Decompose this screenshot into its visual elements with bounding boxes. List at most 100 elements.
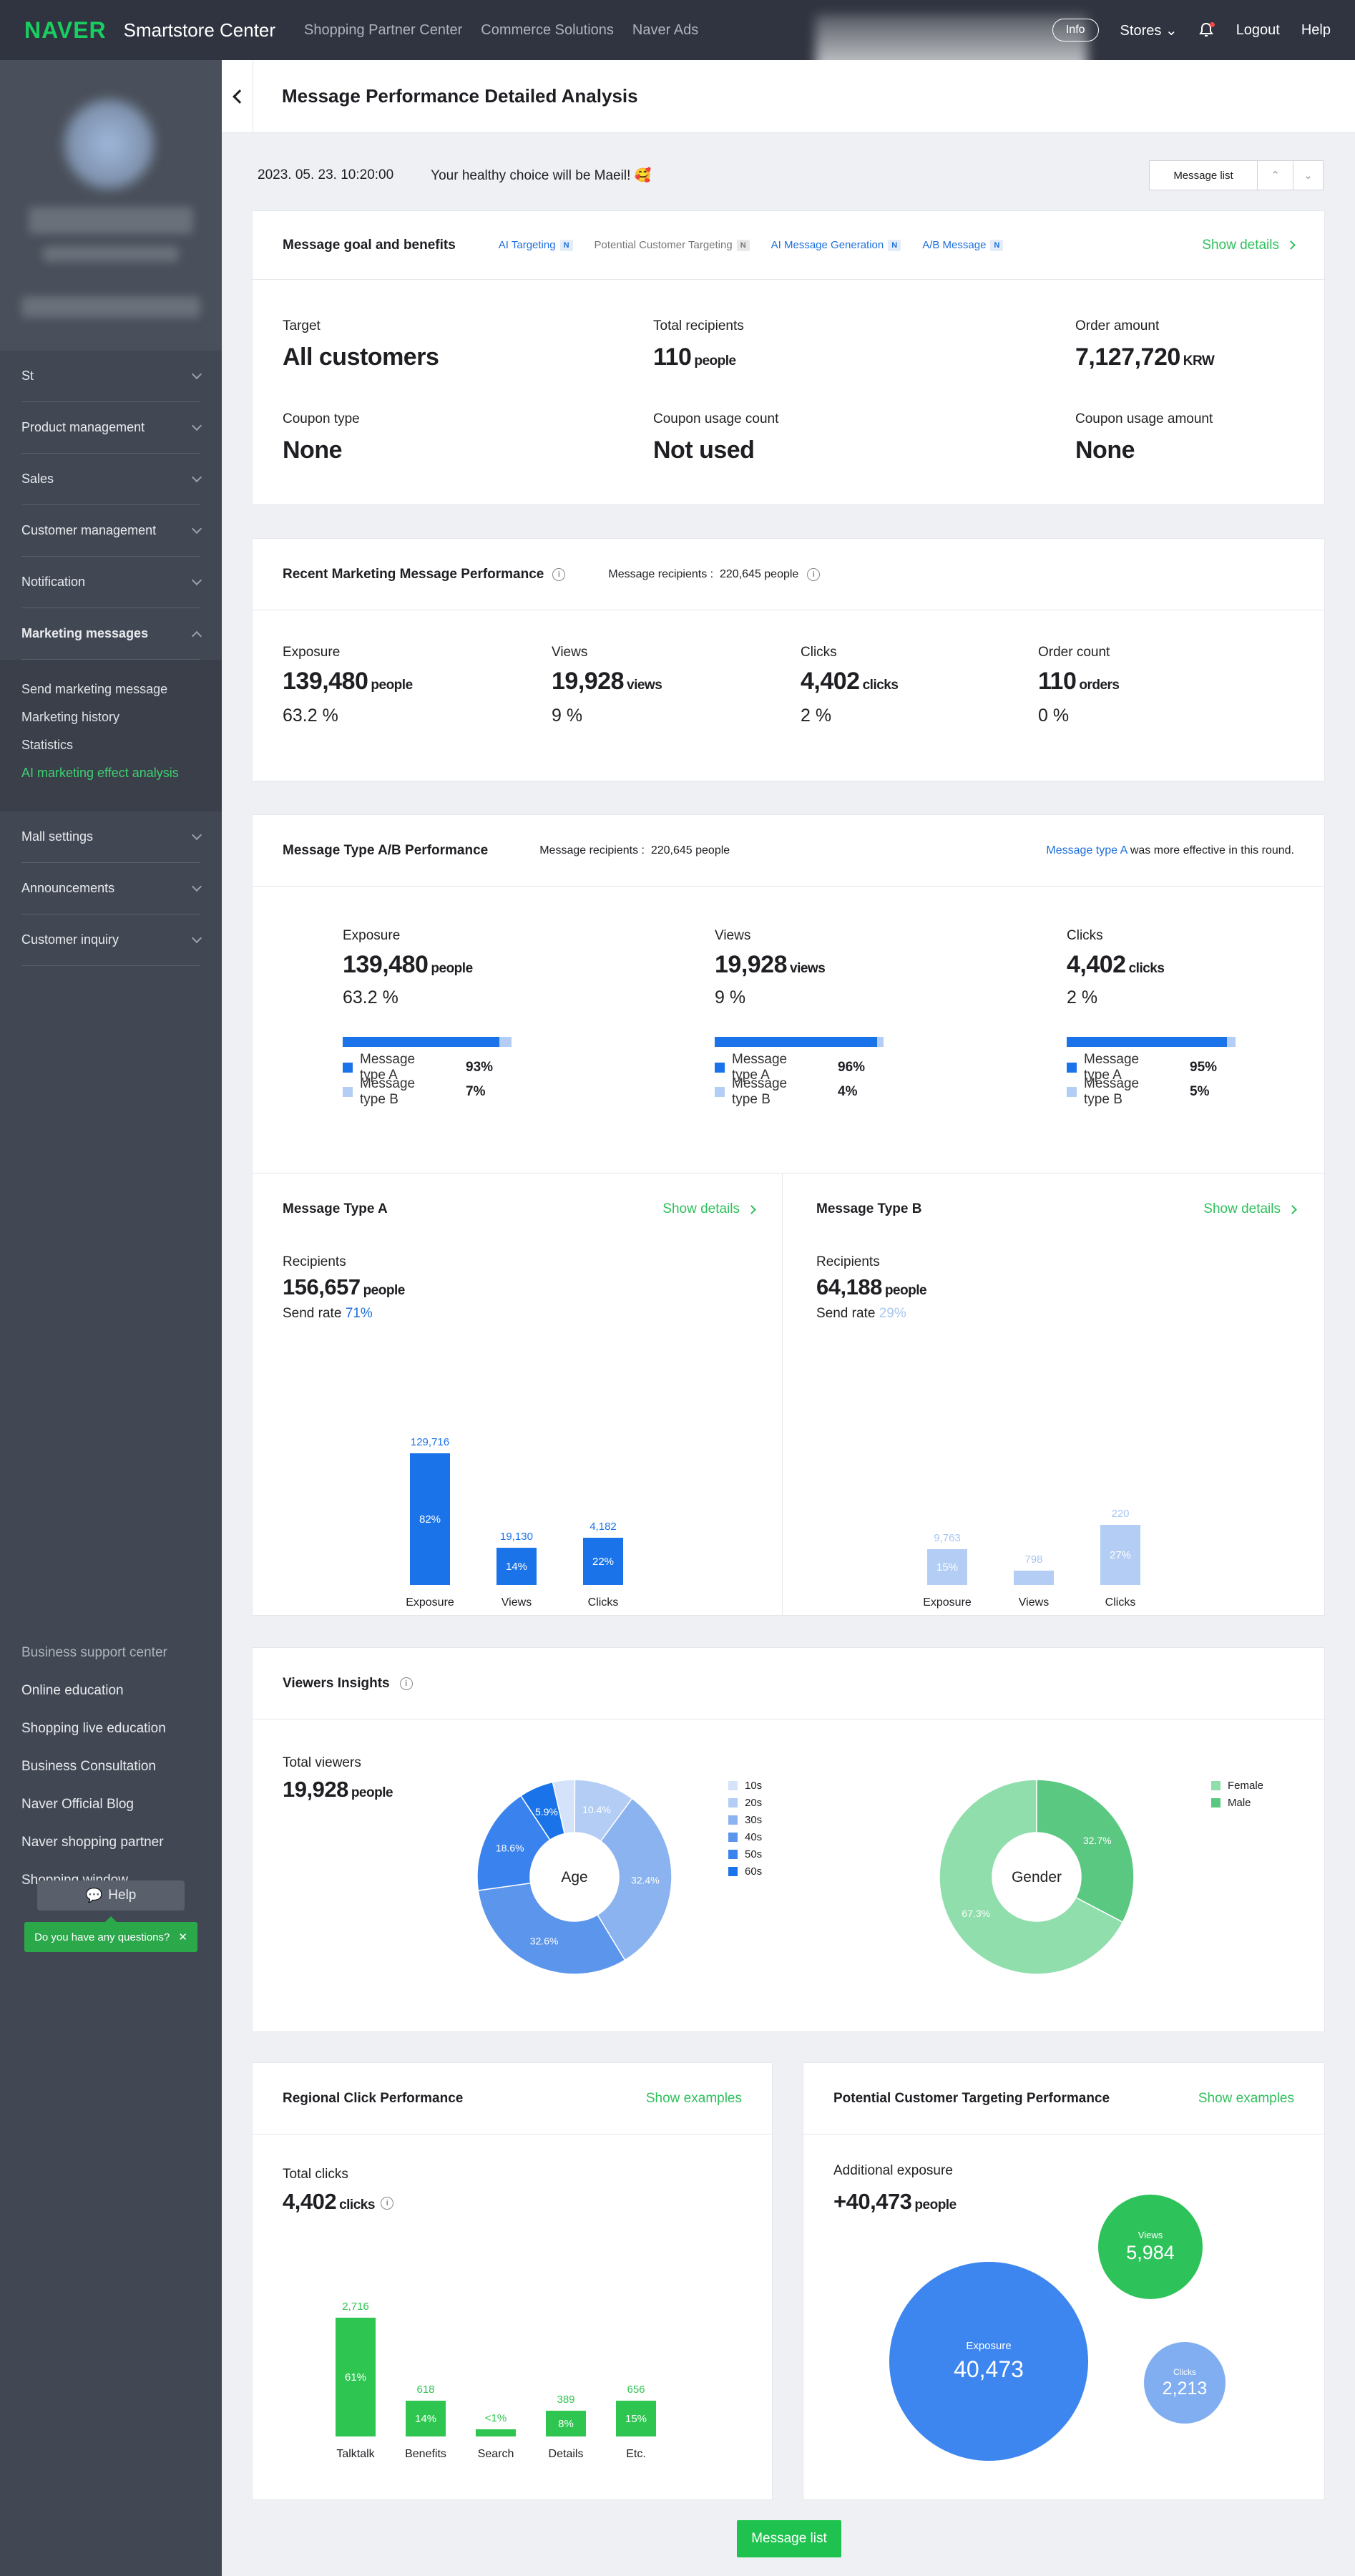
info-button[interactable]: Info (1052, 19, 1099, 42)
page-title: Message Performance Detailed Analysis (282, 85, 638, 107)
submenu-marketing-history[interactable]: Marketing history (21, 710, 120, 724)
slice-label: 10.4% (582, 1804, 611, 1815)
submenu-ai-marketing-effect-analysis[interactable]: AI marketing effect analysis (21, 766, 179, 780)
nav-commerce-solutions[interactable]: Commerce Solutions (481, 21, 614, 38)
nav-shopping-partner[interactable]: Shopping Partner Center (304, 21, 463, 38)
bar-category-label: Etc. (626, 2448, 646, 2460)
info-icon[interactable]: i (807, 567, 821, 581)
sidebar-item-label: Sales (21, 472, 54, 486)
bar-inner-label: 61% (344, 2371, 367, 2384)
message-list-button[interactable]: Message list (1149, 160, 1258, 190)
divider (253, 1173, 1324, 1174)
additional-exposure-value: +40,473 people (833, 2189, 957, 2215)
link-naver-official-blog[interactable]: Naver Official Blog (21, 1797, 134, 1812)
prev-message-button[interactable]: ⌃ (1258, 160, 1293, 190)
recipients-unit: people (363, 1283, 406, 1298)
bar-views (1014, 1571, 1054, 1585)
show-details-link[interactable]: Show details (1202, 238, 1296, 253)
brand-title[interactable]: Smartstore Center (123, 19, 276, 41)
sidebar-item-product-management[interactable]: Product management (21, 402, 202, 454)
type-a-bar-chart: 82% 129,716 Exposure 14% 19,130 Views 22% 4,182… (283, 1436, 755, 1609)
recipients-label: Recipients (283, 1254, 346, 1269)
ab-ratio-bar (1067, 1037, 1236, 1047)
info-icon[interactable]: i (552, 567, 566, 581)
nav-naver-ads[interactable]: Naver Ads (632, 21, 699, 38)
naver-logo[interactable]: NAVER (24, 16, 107, 43)
recent-metric-clicks: Clicks 4,402 clicks 2 % (801, 645, 899, 726)
send-rate-label: Send rate (816, 1306, 876, 1321)
legend-label: Message type A (1084, 1052, 1140, 1083)
sidebar-item-marketing-messages[interactable]: Marketing messages (21, 608, 202, 660)
link-shopping-live-education[interactable]: Shopping live education (21, 1721, 166, 1736)
submenu-send-marketing-message[interactable]: Send marketing message (21, 682, 168, 696)
slice-50s (476, 1795, 551, 1891)
legend-swatch (728, 1866, 738, 1876)
legend-swatch (728, 1815, 738, 1825)
logout-link[interactable]: Logout (1236, 21, 1280, 38)
bar-value-label: 4,182 (590, 1521, 617, 1533)
type-b-title: Message Type B (816, 1201, 922, 1216)
sidebar-item-label: Product management (21, 420, 145, 434)
sidebar-item-notification[interactable]: Notification (21, 557, 202, 608)
link-business-support-center[interactable]: Business support center (21, 1645, 167, 1660)
ab-title: Message Type A/B Performance (283, 842, 489, 858)
message-list-bottom-button[interactable]: Message list (737, 2520, 841, 2557)
bar-exposure: 15% (927, 1549, 967, 1585)
sidebar-item-mall-settings[interactable]: Mall settings (21, 811, 202, 863)
next-message-button[interactable]: ⌄ (1293, 160, 1324, 190)
metric-pct: 63.2 % (343, 987, 398, 1008)
recipients-value: 220,645 people (720, 567, 799, 580)
show-details-link[interactable]: Show details (1203, 1201, 1297, 1217)
legend-label: Message type A (732, 1052, 788, 1083)
legend-item-60s: 60s (728, 1863, 762, 1880)
show-examples-link[interactable]: Show examples (645, 2090, 742, 2106)
back-button[interactable] (222, 59, 253, 133)
sidebar-item-customer-inquiry[interactable]: Customer inquiry (21, 914, 202, 966)
metric-label: Order count (1038, 645, 1110, 660)
donut-center-label: Age (561, 1869, 587, 1885)
sidebar-item-customer-management[interactable]: Customer management (21, 505, 202, 557)
ab-metric-views: Views 19,928 views 9 % Message type A 96% Mess… (715, 928, 901, 1107)
total-clicks-unit: clicks (339, 2197, 375, 2212)
metric-pct: 2 % (1067, 987, 1098, 1008)
close-icon[interactable]: ✕ (178, 1931, 187, 1943)
target-value: All customers (283, 343, 439, 371)
chevron-down-icon (191, 420, 202, 431)
show-examples-link[interactable]: Show examples (1198, 2090, 1294, 2106)
legend-swatch (343, 1063, 353, 1073)
help-button[interactable]: 💬 Help (37, 1880, 185, 1911)
new-badge: N (888, 239, 901, 251)
insights-title: Viewers Insights (283, 1675, 390, 1691)
info-icon[interactable]: i (399, 1677, 413, 1690)
help-link[interactable]: Help (1301, 21, 1331, 38)
bar-inner-label: 15% (936, 1561, 959, 1574)
regional-title: Regional Click Performance (283, 2090, 464, 2106)
bar-category-label: Exposure (923, 1596, 972, 1609)
send-rate-value: 71% (345, 1306, 373, 1321)
chevron-down-icon (191, 881, 202, 892)
profile-area (0, 60, 222, 351)
chevron-down-icon (191, 523, 202, 534)
link-online-education[interactable]: Online education (21, 1683, 124, 1698)
submenu-statistics[interactable]: Statistics (21, 738, 74, 752)
ab-ratio-bar (715, 1037, 884, 1047)
legend-label: Female (1228, 1779, 1264, 1792)
link-business-consultation[interactable]: Business Consultation (21, 1759, 156, 1774)
link-naver-shopping-partner[interactable]: Naver shopping partner (21, 1835, 164, 1850)
bar-inner-label: 27% (1109, 1548, 1132, 1561)
bar-etc: 15% (616, 2401, 656, 2436)
gender-legend: Female Male (1211, 1777, 1263, 1811)
show-details-link[interactable]: Show details (662, 1201, 756, 1217)
bar-value-label: 129,716 (410, 1436, 450, 1448)
info-icon[interactable]: i (381, 2196, 394, 2210)
sidebar-item-store[interactable]: St (21, 351, 202, 402)
recipients-label: Message recipients : (539, 844, 645, 857)
sidebar-item-announcements[interactable]: Announcements (21, 863, 202, 914)
sidebar-item-sales[interactable]: Sales (21, 454, 202, 505)
chevron-down-icon (191, 575, 202, 585)
bubble-value: 40,473 (954, 2356, 1024, 2382)
new-badge: N (559, 239, 573, 251)
coupon-type-label: Coupon type (283, 411, 360, 426)
stores-menu[interactable]: Stores ⌄ (1120, 21, 1178, 39)
bell-icon[interactable] (1198, 22, 1215, 38)
